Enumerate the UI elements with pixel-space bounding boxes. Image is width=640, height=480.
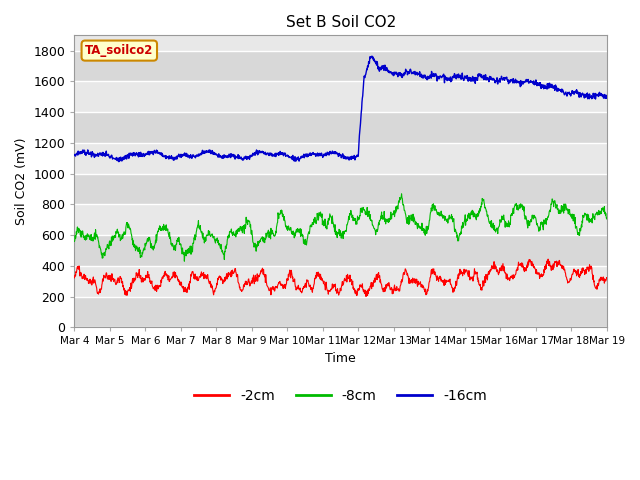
Bar — [74, 297, 607, 327]
Bar — [74, 143, 607, 174]
Bar — [74, 174, 607, 204]
Y-axis label: Soil CO2 (mV): Soil CO2 (mV) — [15, 138, 28, 225]
Title: Set B Soil CO2: Set B Soil CO2 — [285, 15, 396, 30]
Bar — [74, 266, 607, 297]
Bar — [74, 204, 607, 235]
Bar — [74, 51, 607, 82]
X-axis label: Time: Time — [325, 352, 356, 365]
Bar — [74, 82, 607, 112]
Bar — [74, 112, 607, 143]
Text: TA_soilco2: TA_soilco2 — [85, 44, 154, 57]
Legend: -2cm, -8cm, -16cm: -2cm, -8cm, -16cm — [189, 383, 493, 408]
Bar — [74, 235, 607, 266]
